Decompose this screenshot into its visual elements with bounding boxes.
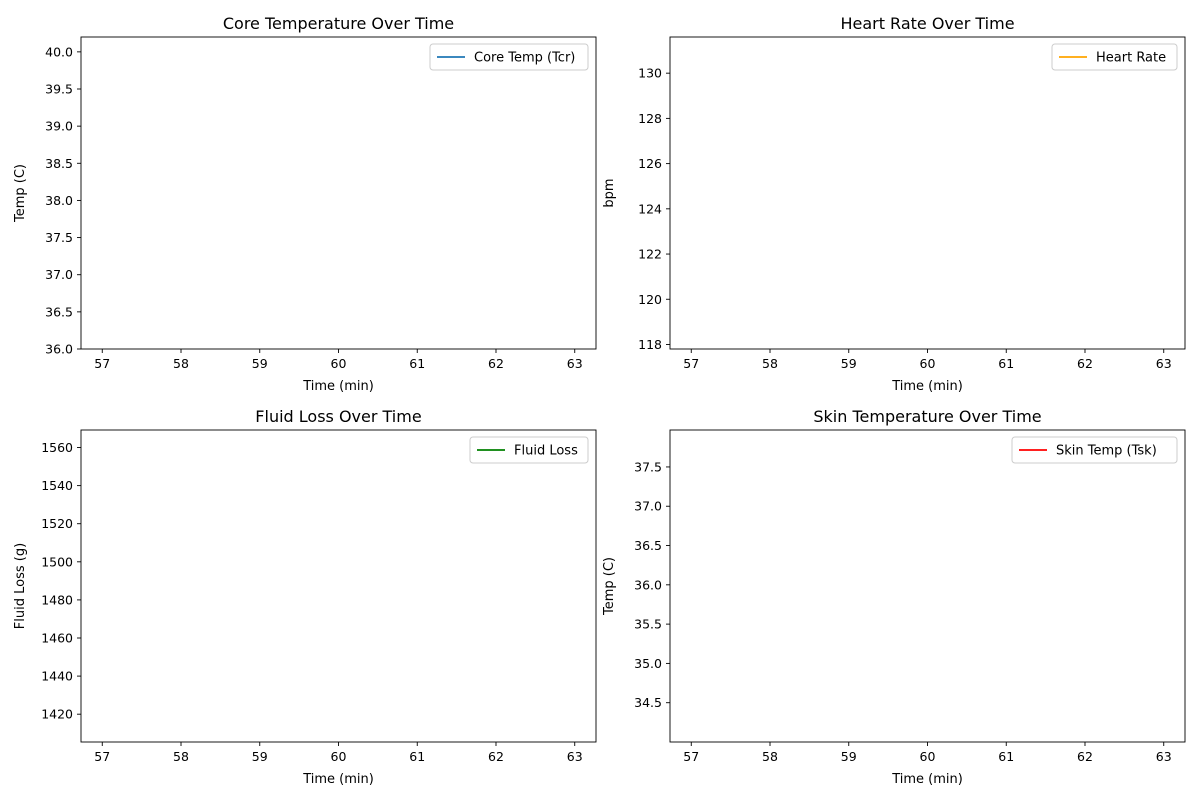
- legend-label: Fluid Loss: [514, 444, 578, 459]
- y-tick-label: 37.5: [45, 230, 73, 245]
- x-tick-label: 60: [331, 749, 347, 764]
- y-tick-label: 34.5: [634, 695, 662, 710]
- x-tick-label: 58: [762, 356, 778, 371]
- x-tick-label: 63: [567, 356, 583, 371]
- x-tick-label: 57: [683, 749, 699, 764]
- y-tick-label: 37.5: [634, 459, 662, 474]
- y-axis-label: Temp (C): [602, 557, 617, 616]
- y-tick-label: 1420: [41, 707, 73, 722]
- chart-title: Heart Rate Over Time: [840, 14, 1014, 33]
- y-tick-label: 35.0: [634, 656, 662, 671]
- y-tick-label: 36.5: [45, 304, 73, 319]
- y-tick-label: 1520: [41, 516, 73, 531]
- y-axis-label: bpm: [602, 178, 617, 207]
- y-tick-label: 1560: [41, 440, 73, 455]
- x-tick-label: 59: [252, 749, 268, 764]
- x-tick-label: 60: [920, 749, 936, 764]
- plot-area: [80, 429, 597, 743]
- x-tick-label: 58: [762, 749, 778, 764]
- y-tick-label: 39.0: [45, 119, 73, 134]
- y-tick-label: 118: [638, 337, 662, 352]
- y-tick-label: 39.5: [45, 82, 73, 97]
- x-tick-label: 61: [409, 356, 425, 371]
- x-tick-label: 58: [173, 356, 189, 371]
- y-tick-label: 126: [638, 156, 662, 171]
- x-tick-label: 61: [998, 356, 1014, 371]
- legend-label: Heart Rate: [1096, 51, 1166, 66]
- y-tick-label: 40.0: [45, 44, 73, 59]
- x-tick-label: 61: [409, 749, 425, 764]
- x-axis-label: Time (min): [302, 379, 374, 394]
- x-tick-label: 59: [841, 356, 857, 371]
- y-tick-label: 1500: [41, 554, 73, 569]
- legend-box: [1051, 43, 1178, 71]
- legend-box: [469, 436, 589, 464]
- legend-label: Skin Temp (Tsk): [1056, 444, 1157, 459]
- x-tick-label: 60: [331, 356, 347, 371]
- y-tick-label: 124: [638, 201, 662, 216]
- y-tick-label: 36.0: [634, 577, 662, 592]
- x-tick-label: 58: [173, 749, 189, 764]
- x-tick-label: 63: [567, 749, 583, 764]
- chart-panel: Heart Rate Over Time 57 58 59 60 61 62 63 118 120…: [602, 14, 1186, 394]
- y-tick-label: 38.5: [45, 156, 73, 171]
- legend-box: [1011, 436, 1178, 464]
- legend: Heart Rate: [1051, 43, 1178, 71]
- y-tick-label: 37.0: [45, 267, 73, 282]
- x-tick-label: 62: [1077, 356, 1093, 371]
- legend-box: [429, 43, 589, 71]
- plot-area: [669, 429, 1186, 743]
- chart-panel: Core Temperature Over Time 57 58 59 60 61 62 63…: [13, 14, 597, 394]
- plot-area: [80, 36, 597, 350]
- x-tick-label: 62: [488, 749, 504, 764]
- y-tick-label: 36.0: [45, 342, 73, 357]
- legend: Skin Temp (Tsk): [1011, 436, 1178, 464]
- y-axis-label: Temp (C): [13, 164, 28, 223]
- chart-title: Core Temperature Over Time: [223, 14, 454, 33]
- x-tick-label: 59: [841, 749, 857, 764]
- x-tick-label: 62: [1077, 749, 1093, 764]
- legend-label: Core Temp (Tcr): [474, 51, 575, 66]
- y-tick-label: 1460: [41, 631, 73, 646]
- chart-title: Fluid Loss Over Time: [255, 407, 421, 426]
- x-axis-label: Time (min): [891, 379, 963, 394]
- y-tick-label: 122: [638, 247, 662, 262]
- y-tick-label: 38.0: [45, 193, 73, 208]
- legend: Fluid Loss: [469, 436, 589, 464]
- chart-panel: Skin Temperature Over Time 57 58 59 60 61 62 63…: [602, 407, 1186, 787]
- x-axis-label: Time (min): [891, 772, 963, 787]
- y-tick-label: 120: [638, 292, 662, 307]
- x-tick-label: 57: [94, 356, 110, 371]
- y-tick-label: 35.5: [634, 617, 662, 632]
- y-tick-label: 37.0: [634, 499, 662, 514]
- plot-area: [669, 36, 1186, 350]
- x-axis-label: Time (min): [302, 772, 374, 787]
- legend: Core Temp (Tcr): [429, 43, 589, 71]
- y-tick-label: 130: [638, 66, 662, 81]
- x-tick-label: 57: [683, 356, 699, 371]
- x-tick-label: 57: [94, 749, 110, 764]
- y-tick-label: 1480: [41, 592, 73, 607]
- x-tick-label: 60: [920, 356, 936, 371]
- chart-title: Skin Temperature Over Time: [813, 407, 1041, 426]
- chart-panel: Fluid Loss Over Time 57 58 59 60 61 62 63 1420 14…: [13, 407, 597, 787]
- y-tick-label: 1440: [41, 669, 73, 684]
- y-axis-label: Fluid Loss (g): [13, 543, 28, 629]
- x-tick-label: 63: [1156, 749, 1172, 764]
- x-tick-label: 59: [252, 356, 268, 371]
- x-tick-label: 63: [1156, 356, 1172, 371]
- y-tick-label: 36.5: [634, 538, 662, 553]
- x-tick-label: 62: [488, 356, 504, 371]
- x-tick-label: 61: [998, 749, 1014, 764]
- y-tick-label: 1540: [41, 478, 73, 493]
- y-tick-label: 128: [638, 111, 662, 126]
